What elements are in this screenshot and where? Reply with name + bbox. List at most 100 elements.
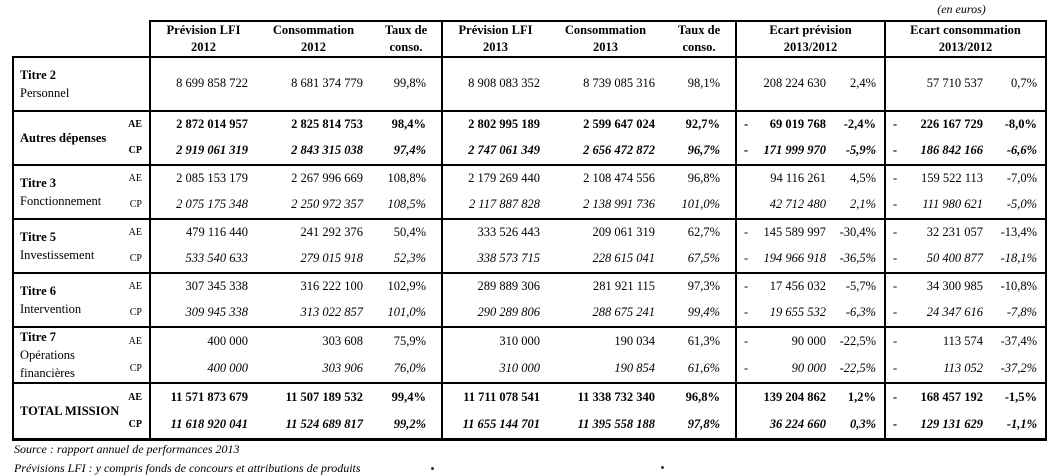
cell-taux-2013: 62,7% [663,217,736,246]
cell-conso-2012: 316 222 100 [256,271,371,300]
cell-conso-2012: 8 681 374 779 [256,55,371,111]
cell-ecart-conso-value: -129 131 629 [884,411,992,441]
cell-conso-2013: 190 854 [614,361,655,376]
cell-ecart-conso-pct: -6,6% [991,137,1048,165]
cell-prev-2012: 479 116 440 [149,217,256,246]
cell-conso-2013: 288 675 241 [592,305,656,320]
cell-ecart-conso-value: -186 842 166 [884,137,992,165]
cell-ecart-prev-pct: -2,4% [834,109,886,138]
col-header-ecart-prevision: Ecart prévision 2013/2012 [734,20,886,58]
cell-taux-2013: 98,1% [663,55,736,111]
minus-sign: - [893,279,898,294]
row-label-titre-7: Titre 7 Opérations financières [12,325,113,384]
cell-conso-2012: 241 292 376 [256,217,371,246]
cell-taux-2012: 52,3% [393,251,426,266]
row-label-autres-depenses: Autres dépenses [12,109,113,165]
cell-ecart-conso-value: -32 231 057 [884,217,992,246]
cell-taux-2012: 75,9% [371,325,442,355]
cell-ecart-conso-pct: -37,4% [991,325,1048,355]
cell-prev-2013: 338 573 715 [441,245,548,273]
cell-conso-2012: 11 524 689 817 [256,411,371,441]
cell-ecart-prev-value: 42 712 480 [735,191,834,219]
cell-ecart-conso-pct: -13,4% [991,217,1048,246]
row-autres-depenses-ae: Autres dépenses AE 2 872 014 957 2 825 8… [12,109,1048,165]
cell-prev-2012: 307 345 338 [149,271,256,300]
cell-conso-2013: 190 034 [548,325,663,355]
cell-conso-2013: 209 061 319 [548,217,663,246]
row-titre-2: Titre 2 Personnel 8 699 858 722 8 681 37… [12,55,1048,111]
cell-conso-2012: 279 015 918 [300,251,364,266]
row-titre-6-cp: CP 309 945 338 313 022 857 101,0% 290 28… [13,299,1048,327]
cell-conso-2013: 2 108 474 556 [548,163,663,192]
cell-ecart-conso-value: -226 167 729 [884,109,992,138]
budget-table: Prévision LFI 2012 Consommation 2012 Taux … [12,20,1048,441]
scan-speck [431,467,434,470]
cell-conso-2013: 228 615 041 [592,251,656,266]
aecp-label: CP [129,307,142,319]
cell-ecart-prev-value: -69 019 768 [735,109,834,138]
minus-sign: - [893,197,898,212]
minus-sign: - [893,143,898,158]
cell-ecart-conso-value: -113 052 [884,354,992,384]
cell-conso-2013: 2 656 472 872 [583,143,655,158]
cell-prev-2012: 309 945 338 [149,299,256,327]
cell-conso-2012: 11 507 189 532 [256,382,371,412]
cell-ecart-prev-value: -145 589 997 [735,217,834,246]
cell-taux-2013: 96,7% [687,143,720,158]
row-label-titre-3: Titre 3 Fonctionnement [12,163,113,219]
cell-ecart-prev-pct: -22,5% [839,361,877,376]
cell-taux-2012: 99,4% [371,382,442,412]
cell-ecart-prev-value: -194 966 918 [735,245,834,273]
aecp-label: CP [129,253,142,265]
cell-conso-2013: 2 138 991 736 [583,197,655,212]
cell-prev-2012: 2 085 153 179 [149,163,256,192]
cell-conso-2012: 303 906 [322,361,363,376]
minus-sign: - [893,171,898,186]
cell-taux-2013: 97,3% [663,271,736,300]
cell-ecart-conso-value: -24 347 616 [884,299,992,327]
cell-taux-2012: 99,8% [371,55,442,111]
cell-conso-2012: 2 825 814 753 [256,109,371,138]
row-titre-5-ae: Titre 5 Investissement AE 479 116 440 24… [12,217,1048,273]
cell-taux-2012: 102,9% [371,271,442,300]
minus-sign: - [744,143,749,158]
cell-taux-2013: 97,8% [663,411,736,441]
cell-ecart-conso-value: -159 522 113 [884,163,992,192]
row-titre-7-ae: Titre 7 Opérations financières AE 400 00… [12,325,1048,384]
cell-ecart-prev-pct: 4,5% [834,163,886,192]
cell-ecart-conso-value: -34 300 985 [884,271,992,300]
cell-prev-2013: 289 889 306 [441,271,548,300]
cell-taux-2012: 99,2% [371,411,442,441]
row-titre-6-ae: Titre 6 Intervention AE 307 345 338 316 … [12,271,1048,327]
col-header-ecart-consommation: Ecart consommation 2013/2012 [884,20,1048,58]
cell-ecart-conso-value: -168 457 192 [884,382,992,412]
row-total-mission-ae: TOTAL MISSION AE 11 571 873 679 11 507 1… [12,382,1048,441]
aecp-label: AE [113,109,150,138]
cell-prev-2013: 11 711 078 541 [441,382,548,412]
minus-sign: - [893,390,898,405]
cell-prev-2013: 333 526 443 [441,217,548,246]
cell-ecart-conso-pct: -7,8% [991,299,1048,327]
aecp-label: AE [113,217,150,246]
cell-ecart-prev-pct: -5,7% [834,271,886,300]
cell-taux-2013: 96,8% [663,163,736,192]
cell-ecart-prev-pct: -5,9% [845,143,877,158]
cell-prev-2013: 8 908 083 352 [441,55,548,111]
cell-ecart-prev-value: -19 655 532 [735,299,834,327]
cell-ecart-prev-pct: 2,4% [834,55,886,111]
cell-prev-2012: 400 000 [149,325,256,355]
row-titre-5-cp: CP 533 540 633 279 015 918 52,3% 338 573… [13,245,1048,273]
cell-conso-2013: 11 338 732 340 [548,382,663,412]
cell-conso-2013: 2 599 647 024 [548,109,663,138]
minus-sign: - [893,333,898,348]
cell-prev-2012: 2 919 061 319 [149,137,256,165]
minus-sign: - [744,305,749,320]
header-empty-corner [13,21,150,58]
col-header-prevision-lfi-2012: Prévision LFI 2012 [149,20,256,58]
row-titre-7-cp: CP 400 000 303 906 76,0% 310 000 190 854… [13,354,1048,384]
cell-ecart-prev-pct: -22,5% [834,325,886,355]
col-header-taux-conso-2012: Taux de conso. [371,20,442,58]
cell-ecart-conso-pct: -1,1% [991,411,1048,441]
row-label-titre-6: Titre 6 Intervention [12,271,113,327]
